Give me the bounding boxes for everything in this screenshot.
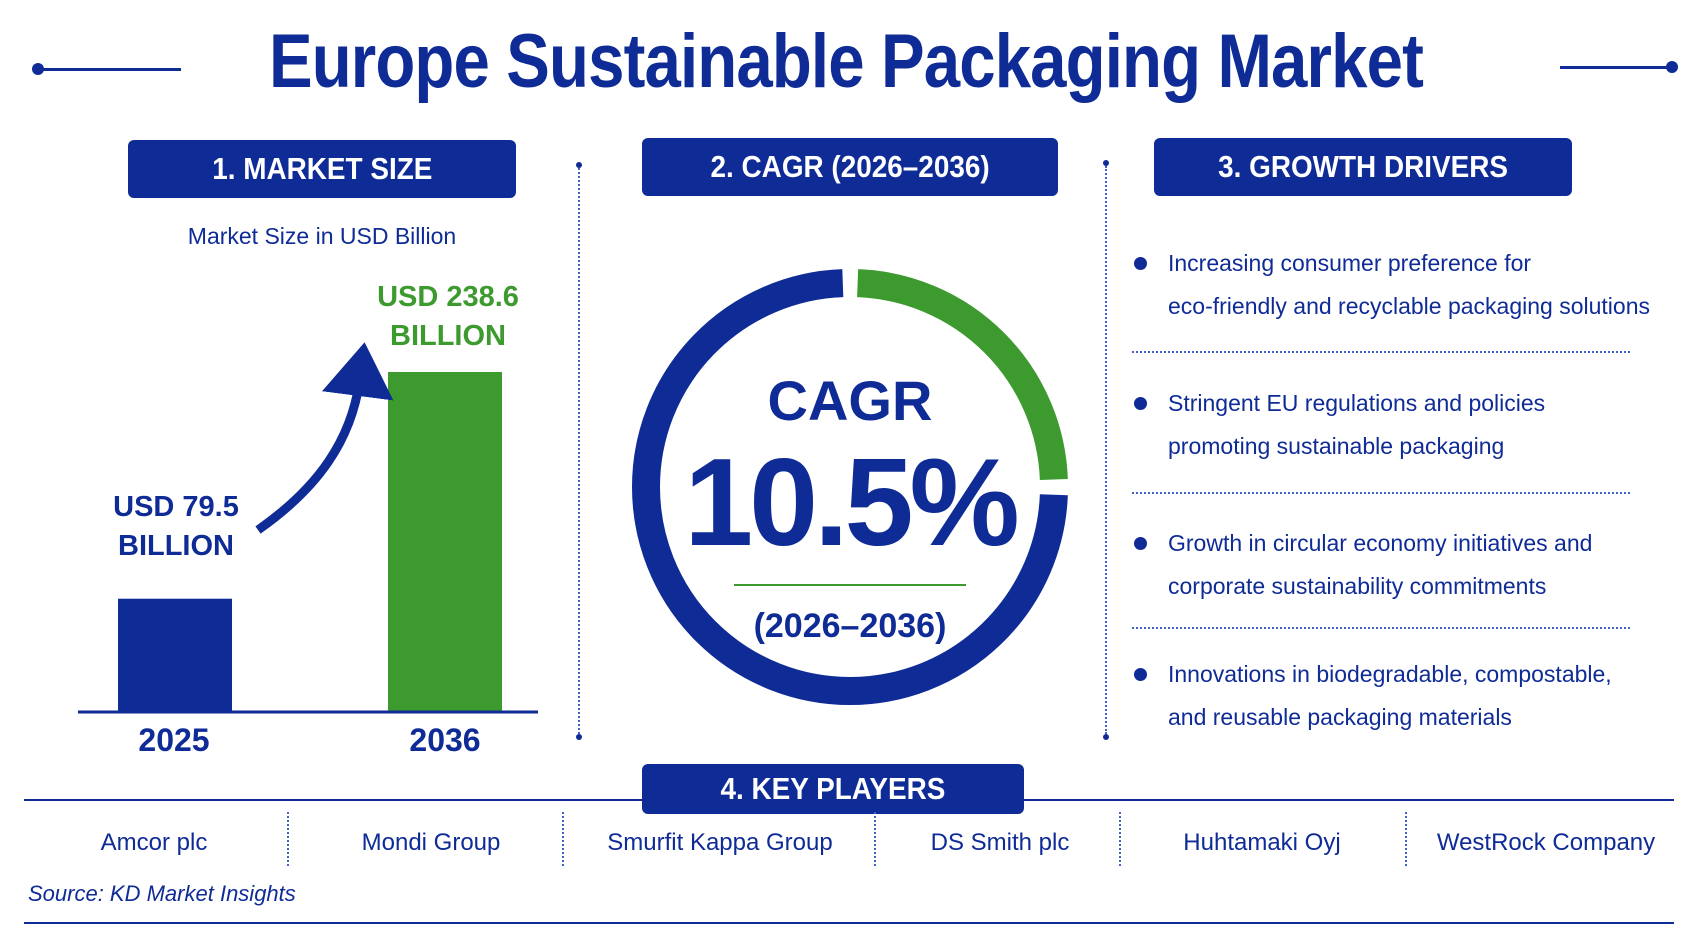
cagr-ring bbox=[632, 269, 1068, 705]
title-right-line bbox=[1560, 66, 1672, 69]
cagr-label: CAGR bbox=[767, 369, 933, 432]
driver-divider-2 bbox=[1132, 492, 1630, 494]
market-size-heading: 1. MARKET SIZE bbox=[128, 140, 516, 198]
page-title: Europe Sustainable Packaging Market bbox=[268, 19, 1424, 104]
driver-divider-3 bbox=[1132, 627, 1630, 629]
separator-1 bbox=[578, 168, 580, 734]
bar-label-2036: USD 238.6 BILLION bbox=[377, 281, 519, 352]
separator-1-bottom-dot bbox=[576, 734, 582, 740]
player-divider-3 bbox=[874, 812, 876, 866]
title-left-line bbox=[38, 68, 181, 71]
player-divider-5 bbox=[1405, 812, 1407, 866]
driver-1: Increasing consumer preference for eco-f… bbox=[1168, 250, 1651, 319]
driver-3: Growth in circular economy initiatives a… bbox=[1168, 530, 1593, 599]
player-amcor: Amcor plc bbox=[100, 829, 208, 856]
bar-2025 bbox=[118, 598, 232, 712]
growth-arrow bbox=[255, 342, 394, 534]
driver-2: Stringent EU regulations and policies pr… bbox=[1168, 390, 1546, 459]
separator-2-bottom-dot bbox=[1103, 734, 1109, 740]
player-divider-4 bbox=[1119, 812, 1121, 866]
separator-2-top-dot bbox=[1103, 160, 1109, 166]
key-players-heading: 4. KEY PLAYERS bbox=[642, 764, 1024, 814]
ring-blue-arc bbox=[632, 269, 1068, 705]
source-note: Source: KD Market Insights bbox=[28, 881, 296, 906]
player-divider-1 bbox=[287, 812, 289, 866]
cagr-value: 10.5% bbox=[684, 434, 1020, 572]
player-ds-smith: DS Smith plc bbox=[930, 829, 1070, 856]
bottom-line bbox=[24, 922, 1674, 924]
driver-4: Innovations in biodegradable, compostabl… bbox=[1168, 661, 1612, 730]
title-right-dot bbox=[1666, 61, 1678, 73]
driver-bullet-2 bbox=[1134, 397, 1147, 410]
cagr-period: (2026–2036) bbox=[753, 607, 947, 645]
market-size-subtitle: Market Size in USD Billion bbox=[187, 223, 457, 249]
player-smurfit-kappa: Smurfit Kappa Group bbox=[607, 829, 833, 856]
growth-drivers-heading: 3. GROWTH DRIVERS bbox=[1154, 138, 1572, 196]
year-label-2036: 2036 bbox=[409, 722, 481, 758]
driver-bullet-3 bbox=[1134, 537, 1147, 550]
market-size-chart bbox=[78, 342, 538, 714]
driver-divider-1 bbox=[1132, 351, 1630, 353]
bar-label-2025: USD 79.5 BILLION bbox=[113, 491, 239, 562]
bar-2036 bbox=[388, 372, 502, 712]
cagr-heading: 2. CAGR (2026–2036) bbox=[642, 138, 1058, 196]
separator-1-top-dot bbox=[576, 162, 582, 168]
player-huhtamaki: Huhtamaki Oyj bbox=[1183, 829, 1341, 856]
player-divider-2 bbox=[562, 812, 564, 866]
player-mondi: Mondi Group bbox=[361, 829, 501, 856]
separator-2 bbox=[1105, 166, 1107, 734]
player-westrock: WestRock Company bbox=[1436, 829, 1656, 856]
driver-bullet-1 bbox=[1134, 257, 1147, 270]
driver-bullet-4 bbox=[1134, 668, 1147, 681]
year-label-2025: 2025 bbox=[138, 722, 210, 758]
